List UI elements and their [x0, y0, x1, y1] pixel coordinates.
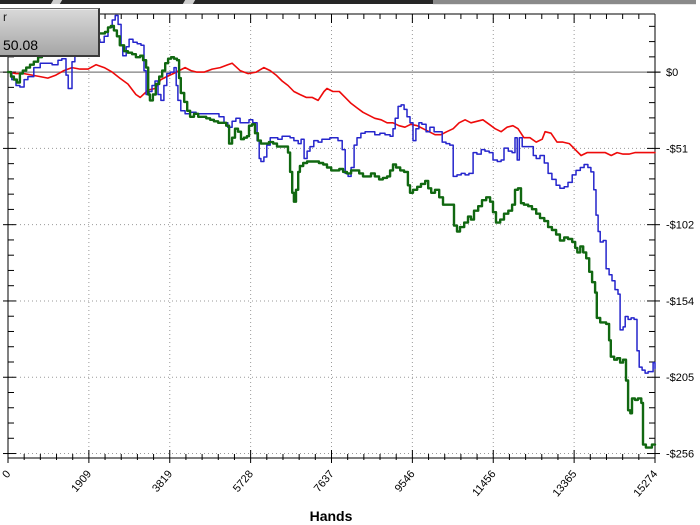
window-edge-light-segment — [433, 0, 696, 5]
y-tick-label: -$205 — [666, 372, 694, 384]
x-tick-label: 3819 — [150, 468, 175, 494]
y-tick-label: -$154 — [666, 296, 694, 308]
tooltip-value-text: 50.08 — [3, 37, 39, 53]
green-line — [6, 24, 657, 449]
x-tick-label: 7637 — [312, 468, 337, 494]
x-tick-label: 13365 — [551, 468, 580, 499]
gridlines — [8, 14, 655, 458]
blue-line — [7, 14, 656, 374]
x-tick-label: 1909 — [69, 468, 94, 494]
red-line — [7, 62, 656, 157]
x-tick-label: 11456 — [470, 468, 498, 499]
x-tick-label: 15274 — [631, 468, 660, 499]
y-tick-label: -$51 — [666, 143, 688, 155]
x-tick-label: 9546 — [393, 468, 418, 494]
series-lines — [6, 14, 657, 449]
axis-tick-labels: $0 -$51 -$102 -$154 -$205 -$256 0 1909 3819 5728 7… — [0, 67, 694, 499]
x-axis-title: Hands — [310, 508, 353, 524]
axes — [0, 13, 661, 463]
tooltip-series-text: r — [3, 10, 7, 24]
x-tick-label: 0 — [0, 468, 13, 480]
y-tick-label: $0 — [666, 67, 678, 79]
window-top-edge — [0, 0, 700, 6]
window-edge-dark-segment — [0, 0, 433, 4]
y-tick-label: -$256 — [666, 449, 694, 461]
x-tick-label: 5728 — [231, 468, 256, 494]
y-tick-label: -$102 — [666, 220, 694, 232]
hover-tooltip: r 50.08 — [0, 8, 100, 57]
